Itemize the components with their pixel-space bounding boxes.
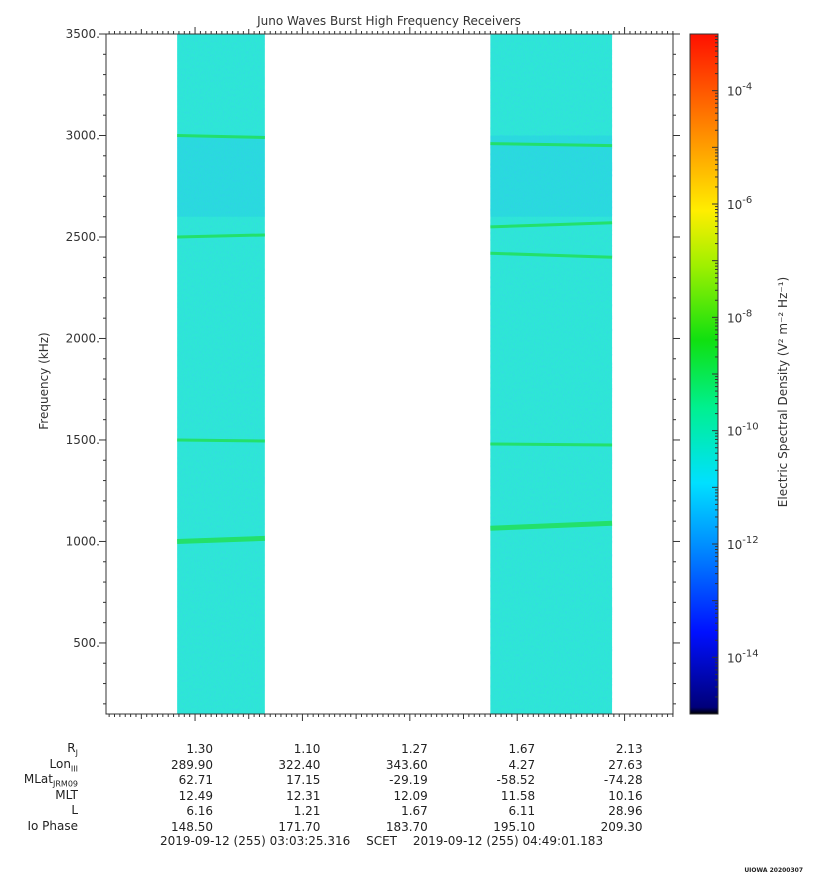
ephemeris-value: 322.40	[278, 757, 321, 772]
start-time: 2019-09-12 (255) 03:03:25.316	[160, 834, 351, 848]
ephemeris-value: 1.10	[293, 742, 321, 756]
ephemeris-label: L	[71, 803, 78, 817]
emission-line-5	[490, 221, 613, 229]
ephemeris-value: 12.49	[178, 788, 214, 803]
ephemeris-value: 1.67	[401, 804, 428, 818]
data-interval-band-1	[490, 135, 613, 217]
ephemeris-table: RJ LonIII MLatJRM09 MLT L Io Phase 1.30 1.10 1.…	[0, 741, 815, 836]
ephemeris-value: 12.31	[286, 788, 321, 803]
ephemeris-value: 183.70	[385, 819, 428, 834]
ephemeris-value: 2.13	[615, 742, 643, 756]
ephemeris-value: 10.16	[608, 788, 643, 803]
ephemeris-value: 1.21	[293, 804, 321, 818]
plot-frame	[105, 33, 674, 715]
ephemeris-label: RJ	[67, 741, 78, 758]
emission-line-6	[490, 251, 613, 259]
ephemeris-value: 6.16	[186, 804, 214, 818]
end-time: 2019-09-12 (255) 04:49:01.183	[412, 834, 604, 848]
ephemeris-value: 17.15	[286, 773, 321, 787]
ephemeris-value: -29.19	[389, 773, 428, 787]
y-tick-label: 2000.	[66, 331, 100, 345]
ephemeris-label: Io Phase	[27, 818, 78, 833]
y-axis-label: Frequency (kHz)	[37, 332, 51, 429]
ephemeris-value: 4.27	[508, 757, 536, 772]
chart-title: Juno Waves Burst High Frequency Receiver…	[256, 14, 521, 28]
data-interval-noise-1	[490, 34, 613, 714]
ephemeris-value: 343.60	[385, 757, 428, 772]
colorbar-tick-label: 10-6	[727, 195, 752, 212]
colorbar-tick-label: 10-8	[727, 308, 752, 325]
emission-line-0	[177, 133, 265, 140]
time-range-footer: 2019-09-12 (255) 03:03:25.316 SCET 2019-…	[160, 834, 603, 848]
ephemeris-value: 11.58	[500, 788, 536, 803]
plot-area	[105, 33, 674, 715]
colorbar-tick-label: 10-10	[727, 422, 759, 439]
ephemeris-value: 148.50	[171, 819, 214, 834]
emission-line-2	[177, 438, 265, 443]
ephemeris-value: 62.71	[178, 773, 214, 787]
y-axis: 500. 1000. 1500. 2000. 2500. 3000. 3500.	[66, 27, 680, 705]
ephemeris-value: 1.30	[186, 742, 214, 756]
ephemeris-value: 6.11	[508, 804, 536, 818]
y-tick-label: 2500.	[66, 230, 100, 244]
emission-line-4	[490, 142, 613, 148]
y-tick-label: 3500.	[66, 27, 100, 41]
ephemeris-value: 1.67	[508, 742, 536, 756]
ephemeris-label: MLatJRM09	[23, 772, 78, 789]
ephemeris-value: 195.10	[493, 819, 536, 834]
ephemeris-value: 12.09	[393, 788, 428, 803]
ephemeris-value: 289.90	[171, 757, 214, 772]
ephemeris-value: 171.70	[278, 819, 321, 834]
colorbar: 10-14 10-12 10-10 10-8 10-6 10-4	[689, 33, 759, 715]
ephemeris-value: 28.96	[608, 804, 643, 818]
emission-line-3	[177, 535, 265, 544]
y-tick-label: 1000.	[66, 534, 100, 548]
colorbar-tick-label: 10-4	[727, 82, 752, 99]
spectrogram-chart: Juno Waves Burst High Frequency Receiver…	[37, 14, 790, 721]
ephemeris-label: LonIII	[49, 756, 79, 773]
scet-label: SCET	[366, 834, 397, 848]
ephemeris-value: 1.27	[401, 742, 428, 756]
data-interval-noise-0	[177, 34, 265, 714]
y-tick-label: 3000.	[66, 128, 100, 142]
ephemeris-value: -74.28	[603, 773, 643, 787]
x-axis: 03:2003:4004:0004:2004:40	[108, 27, 674, 721]
ephemeris-value: 27.63	[608, 757, 643, 772]
ephemeris-values: 1.30 1.10 1.27 1.67 2.13 289.90 322.40 343.60 4.…	[0, 741, 815, 836]
emission-line-8	[490, 520, 613, 531]
colorbar-tick-label: 10-12	[727, 535, 759, 552]
ephemeris-value: 209.30	[600, 819, 643, 834]
ephemeris-label: MLT	[55, 787, 78, 802]
ephemeris-value: -58.52	[496, 773, 536, 787]
emission-line-7	[490, 442, 613, 447]
uiowa-stamp: UIOWA 20200307	[744, 867, 803, 874]
data-interval-band-0	[177, 135, 265, 217]
colorbar-label: Electric Spectral Density (V² m⁻² Hz⁻¹)	[776, 277, 790, 507]
y-tick-label: 500.	[73, 636, 100, 650]
y-tick-label: 1500.	[66, 433, 100, 447]
colorbar-tick-label: 10-14	[727, 648, 759, 665]
emission-line-1	[177, 233, 265, 239]
ephemeris-row-labels: RJ LonIII MLatJRM09 MLT L Io Phase	[0, 741, 78, 836]
